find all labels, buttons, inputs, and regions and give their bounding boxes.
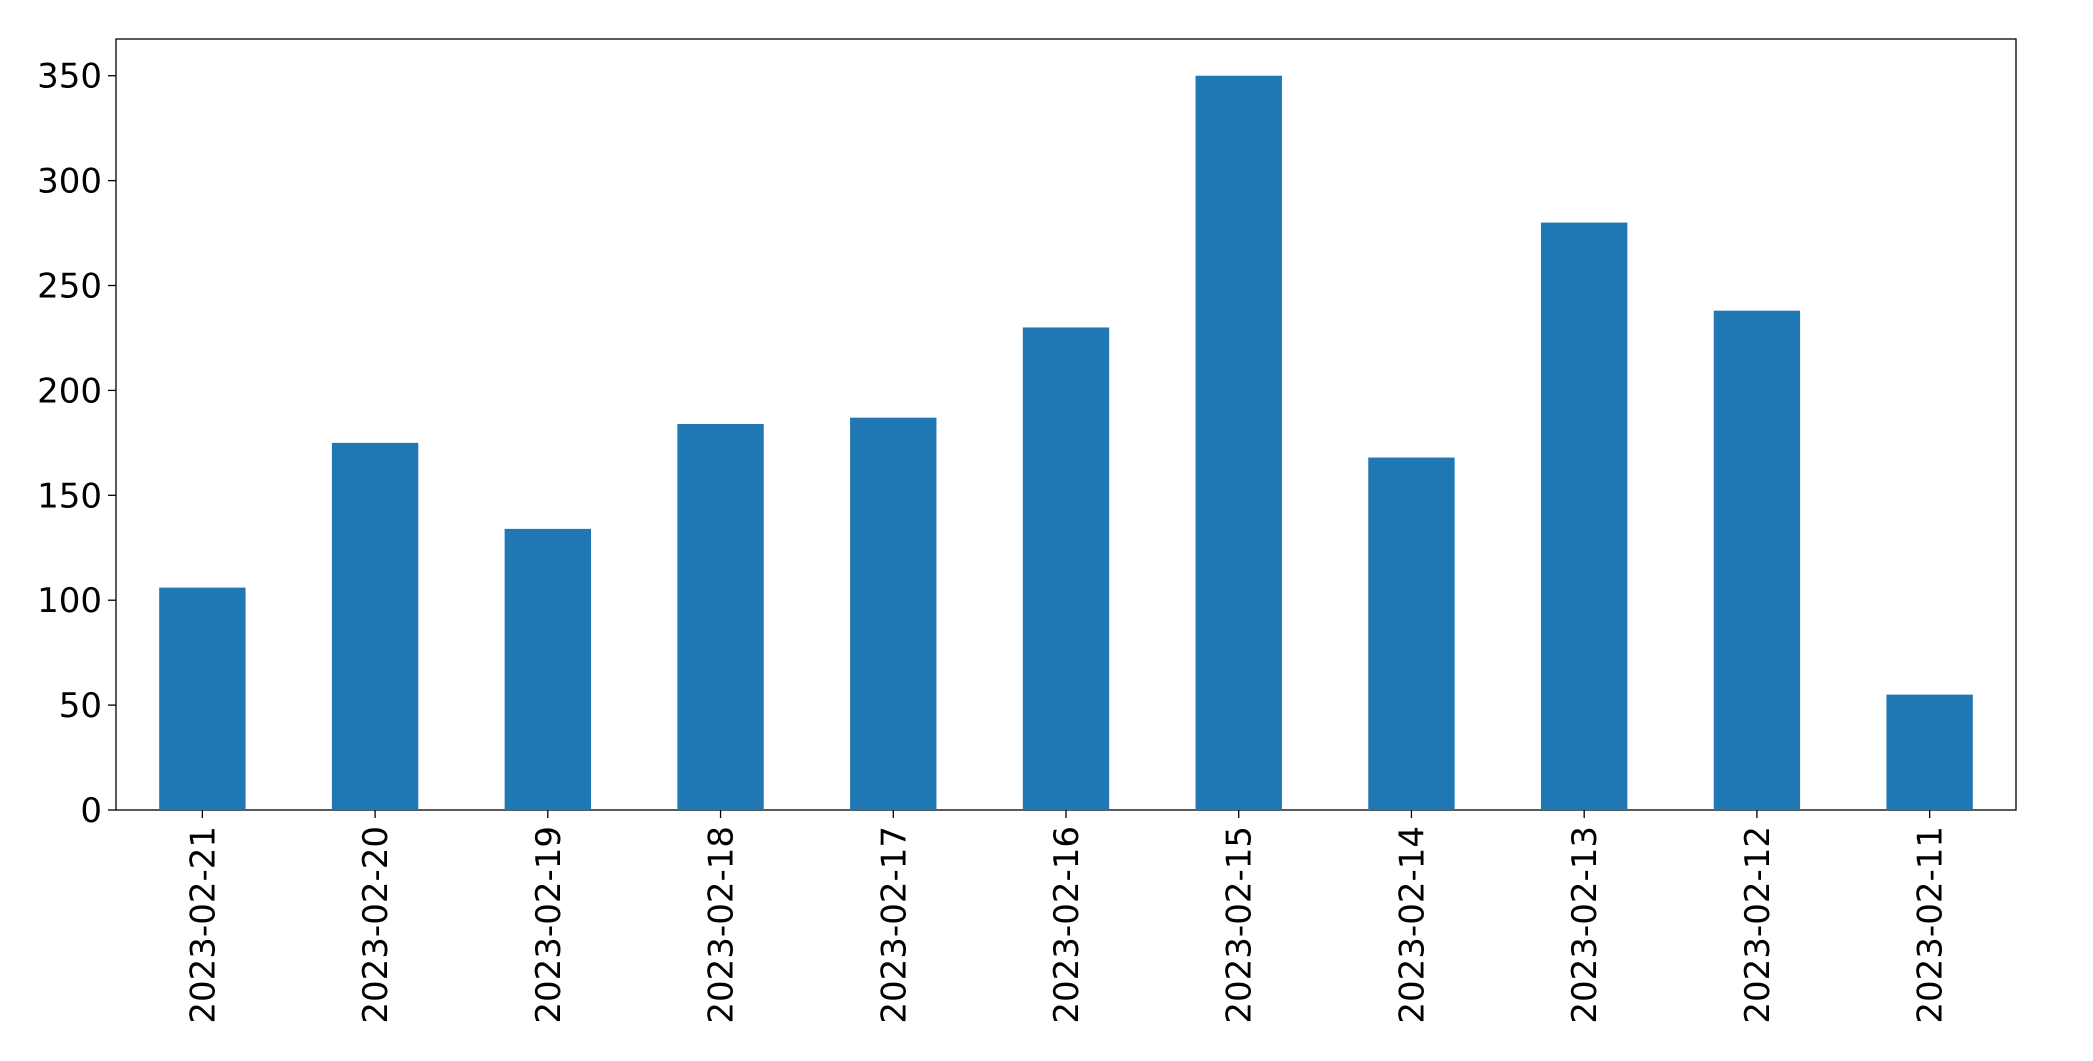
bar	[1195, 75, 1282, 810]
bar	[331, 442, 419, 810]
y-tick-label: 200	[37, 371, 102, 411]
y-tick-label: 100	[37, 581, 102, 621]
bar	[1022, 327, 1110, 810]
y-tick-label: 50	[59, 686, 102, 726]
bar	[1886, 694, 1973, 810]
x-tick-label: 2023-02-14	[1392, 826, 1432, 1024]
bar	[1713, 310, 1801, 810]
x-tick-label: 2023-02-20	[356, 826, 396, 1024]
bar	[677, 423, 764, 810]
bar	[850, 417, 937, 810]
x-tick-label: 2023-02-15	[1220, 826, 1260, 1024]
bar	[504, 528, 591, 810]
x-tick-label: 2023-02-11	[1911, 826, 1951, 1024]
x-tick-label: 2023-02-18	[702, 826, 742, 1024]
bar	[159, 587, 246, 810]
bar	[1368, 457, 1455, 810]
y-tick-label: 350	[37, 57, 102, 97]
x-tick-label: 2023-02-21	[183, 826, 223, 1024]
x-tick-label: 2023-02-16	[1047, 826, 1087, 1024]
y-tick-label: 0	[80, 791, 102, 831]
y-tick-label: 300	[37, 162, 102, 202]
bar	[1541, 222, 1628, 811]
x-tick-label: 2023-02-12	[1738, 826, 1778, 1024]
y-tick-label: 250	[37, 267, 102, 307]
x-tick-label: 2023-02-19	[529, 826, 569, 1024]
x-tick-label: 2023-02-17	[874, 826, 914, 1024]
y-tick-label: 150	[37, 476, 102, 516]
x-tick-label: 2023-02-13	[1565, 826, 1605, 1024]
